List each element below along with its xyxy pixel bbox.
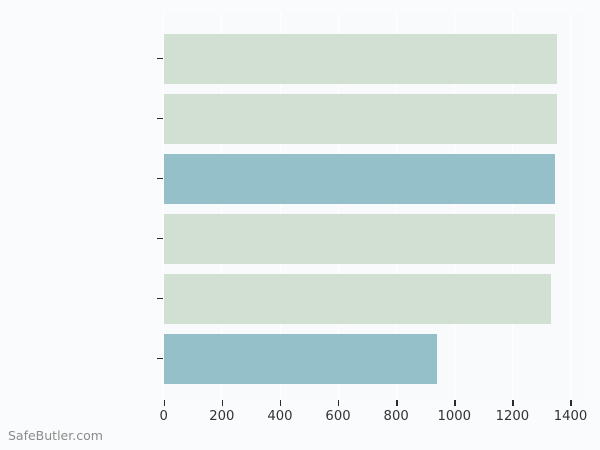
x-tick-label: 1400	[553, 409, 588, 424]
x-tick-label: 1000	[437, 409, 472, 424]
x-tick-label: 1200	[495, 409, 530, 424]
x-tick-mark	[338, 400, 340, 406]
bar[interactable]	[163, 94, 557, 144]
watermark-label: SafeButler.com	[8, 428, 103, 443]
x-tick-label: 600	[325, 409, 351, 424]
gridline	[512, 12, 514, 400]
x-tick-mark	[279, 400, 282, 406]
gridline	[453, 12, 455, 400]
x-tick-mark	[221, 400, 224, 406]
x-tick-mark	[396, 400, 398, 406]
bar[interactable]	[163, 154, 555, 204]
x-tick-mark	[163, 400, 166, 406]
gridline	[221, 12, 223, 400]
x-tick-label: 200	[209, 409, 235, 424]
y-tick-mark	[157, 178, 163, 180]
y-tick-mark	[157, 118, 163, 120]
bar[interactable]	[163, 214, 556, 264]
gridline	[163, 12, 165, 400]
y-tick-mark	[157, 58, 163, 60]
gridline	[395, 12, 397, 400]
x-tick-mark	[454, 400, 456, 406]
gridline	[570, 12, 572, 400]
x-tick-mark	[570, 400, 572, 406]
x-tick-label: 800	[383, 409, 409, 424]
gridline	[279, 12, 281, 400]
x-tick-label: 400	[267, 409, 293, 424]
bar[interactable]	[163, 34, 557, 84]
x-tick-label: 0	[159, 409, 168, 424]
x-tick-mark	[512, 400, 514, 406]
bar[interactable]	[163, 274, 551, 324]
y-tick-mark	[157, 238, 163, 240]
gridline	[337, 12, 339, 400]
y-tick-mark	[157, 358, 163, 360]
y-tick-mark	[157, 298, 163, 300]
bar[interactable]	[163, 334, 438, 384]
